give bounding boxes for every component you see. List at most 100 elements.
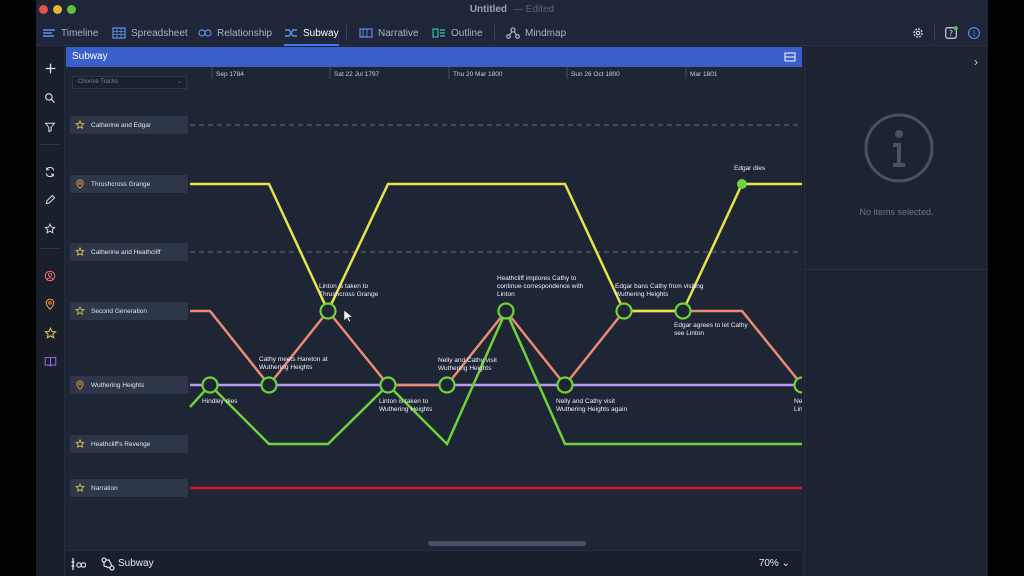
- pin-star-icon[interactable]: [42, 221, 58, 237]
- tab-relationship[interactable]: Relationship: [198, 20, 272, 46]
- svg-text:?: ?: [949, 29, 953, 38]
- station-edgar-dies[interactable]: [737, 179, 747, 189]
- subway-panel-header: Subway: [66, 47, 802, 67]
- tab-subway[interactable]: Subway: [284, 20, 339, 46]
- info-circle-icon: [864, 113, 934, 183]
- event-label: Linton is taken to Thrushcross Grange: [319, 283, 379, 298]
- tab-label: Outline: [451, 27, 483, 39]
- tab-mindmap[interactable]: Mindmap: [506, 20, 566, 46]
- bottom-bar: Subway 70% ⌄: [66, 550, 802, 576]
- relationship-icon: [198, 29, 212, 37]
- star-icon: [75, 120, 85, 130]
- tracks-toggle-icon[interactable]: [70, 556, 86, 572]
- track-label-heathcliffs-revenge[interactable]: Heathcliff's Revenge: [70, 435, 188, 453]
- station-linton-to-thrushcross[interactable]: [319, 302, 337, 320]
- refresh-icon[interactable]: [42, 164, 58, 180]
- inspector-divider: [805, 269, 988, 270]
- event-label: Edgar dies: [734, 165, 766, 172]
- star-icon: [75, 247, 85, 257]
- search-icon[interactable]: [42, 90, 58, 106]
- panel-layout-icon[interactable]: [784, 51, 796, 63]
- station-linton-to-wuthering[interactable]: [379, 376, 397, 394]
- star-icon: [75, 439, 85, 449]
- tab-label: Spreadsheet: [131, 27, 188, 39]
- track-label-catherine-and-edgar[interactable]: Catherine and Edgar: [70, 116, 188, 134]
- track-label-text: Wuthering Heights: [91, 381, 145, 389]
- station-cathy-meets-hareton[interactable]: [260, 376, 278, 394]
- outline-icon: [432, 28, 445, 38]
- date-label: Sep 1784: [216, 71, 244, 78]
- mindmap-icon: [506, 27, 520, 39]
- pencil-icon[interactable]: [42, 192, 58, 208]
- character-icon[interactable]: [42, 268, 58, 284]
- date-ruler: Sep 1784 Sat 22 Jul 1797 Thu 20 Mar 1800…: [211, 67, 718, 79]
- timeline-icon: [43, 29, 55, 37]
- tab-timeline[interactable]: Timeline: [42, 20, 98, 46]
- tab-spreadsheet[interactable]: Spreadsheet: [112, 20, 188, 46]
- station-markers: [201, 302, 803, 394]
- event-label: Linton is taken to Wuthering Heights: [379, 398, 433, 413]
- station-heathcliff-implores[interactable]: [497, 302, 515, 320]
- event-label: Edgar bans Cathy from visiting Wuthering…: [615, 283, 704, 298]
- horizontal-scrollbar[interactable]: [428, 541, 586, 546]
- settings-gear-icon[interactable]: [910, 25, 926, 41]
- svg-text:i: i: [973, 29, 976, 38]
- tab-narrative[interactable]: Narrative: [359, 20, 419, 46]
- add-icon[interactable]: [42, 60, 58, 76]
- subway-icon: [285, 29, 297, 37]
- track-label-catherine-and-heathcliff[interactable]: Catherine and Heathcliff: [70, 243, 188, 261]
- station-edgar-bans[interactable]: [615, 302, 633, 320]
- tab-outline[interactable]: Outline: [432, 20, 483, 46]
- view-name-label: Subway: [118, 558, 154, 569]
- window-maximize-button[interactable]: [67, 5, 76, 14]
- view-toolbar: Timeline Spreadsheet Relationship Subway…: [36, 20, 988, 46]
- choose-tracks-placeholder: Choose Tracks: [78, 79, 119, 85]
- book-icon[interactable]: [42, 353, 58, 369]
- tab-label: Mindmap: [525, 27, 567, 39]
- toolbar-divider: [494, 25, 495, 41]
- sidebar-divider: [41, 144, 60, 145]
- help-icon[interactable]: ?: [943, 25, 959, 41]
- event-label: Edgar agrees to let Cathy see Linton: [674, 322, 748, 337]
- station-hindley-dies[interactable]: [201, 376, 219, 394]
- subway-map: Sep 1784 Sat 22 Jul 1797 Thu 20 Mar 1800…: [189, 67, 803, 490]
- date-label: Sat 22 Jul 1797: [334, 71, 380, 78]
- event-label: Heathcliff implores Cathy to continue co…: [497, 275, 584, 298]
- mouse-cursor-icon: [343, 309, 354, 323]
- chevron-down-icon: ⌄: [781, 558, 790, 569]
- station-ne-lin[interactable]: [793, 376, 803, 394]
- zoom-dropdown[interactable]: 70% ⌄: [759, 558, 790, 569]
- filter-icon[interactable]: [42, 119, 58, 135]
- track-label-text: Catherine and Edgar: [91, 121, 151, 129]
- app-window: Untitled — Edited Timeline Spreadsheet Re…: [36, 0, 988, 576]
- event-label: Ne Lin: [794, 398, 802, 413]
- station-visit-again[interactable]: [556, 376, 574, 394]
- subway-canvas[interactable]: Sep 1784 Sat 22 Jul 1797 Thu 20 Mar 1800…: [66, 67, 802, 550]
- tab-label: Subway: [303, 27, 339, 39]
- tab-label: Timeline: [61, 27, 99, 39]
- no-selection-text: No items selected.: [859, 207, 934, 217]
- event-labels: Hindley dies Cathy meets Hareton at Wuth…: [202, 165, 802, 413]
- choose-tracks-dropdown[interactable]: Choose Tracks ⌄: [72, 76, 187, 89]
- toolbar-divider: [346, 25, 347, 41]
- track-label-text: Second Generation: [91, 307, 148, 315]
- event-label: Nelly and Cathy visit Wuthering Heights: [438, 357, 497, 372]
- station-nelly-cathy-visit[interactable]: [438, 376, 456, 394]
- track-label-narration[interactable]: Narration: [70, 479, 188, 497]
- chevron-right-icon[interactable]: ›: [974, 55, 978, 69]
- track-label-thrushcross-grange[interactable]: Thrushcross Grange: [70, 175, 188, 193]
- star-icon: [75, 483, 85, 493]
- inspector-panel: › No items selected.: [804, 47, 988, 576]
- panel-title: Subway: [72, 51, 108, 62]
- star-icon: [75, 306, 85, 316]
- window-close-button[interactable]: [39, 5, 48, 14]
- place-icon[interactable]: [42, 296, 58, 312]
- track-label-second-generation[interactable]: Second Generation: [70, 302, 188, 320]
- star-icon[interactable]: [42, 325, 58, 341]
- info-icon[interactable]: i: [966, 25, 982, 41]
- window-minimize-button[interactable]: [53, 5, 62, 14]
- zoom-value: 70%: [758, 558, 779, 569]
- track-label-wuthering-heights[interactable]: Wuthering Heights: [70, 376, 188, 394]
- station-edgar-agrees[interactable]: [674, 302, 692, 320]
- edited-indicator: — Edited: [513, 4, 555, 15]
